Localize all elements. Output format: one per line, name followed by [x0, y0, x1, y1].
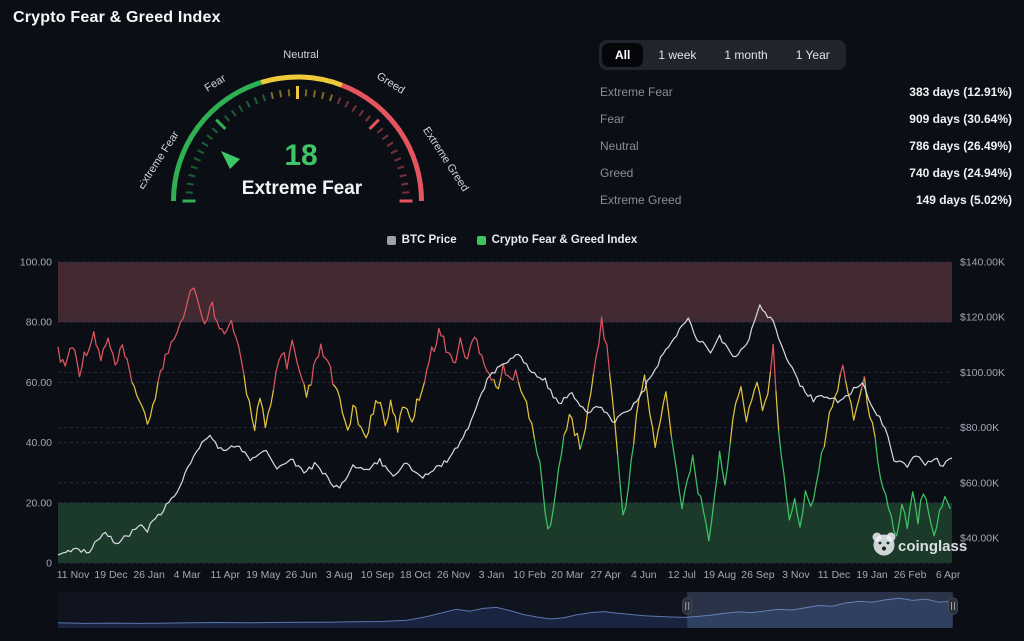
legend-marker-icon — [477, 236, 486, 245]
x-axis-tick: 6 Apr — [936, 569, 961, 581]
coinglass-watermark: coinglass — [898, 538, 967, 555]
extreme-greed-zone — [58, 262, 952, 322]
x-axis-tick: 3 Nov — [782, 569, 810, 581]
navigator-selection[interactable] — [687, 592, 953, 628]
stat-row-greed: Greed 740 days (24.94%) — [600, 159, 1012, 186]
x-axis-tick: 20 Mar — [551, 569, 584, 581]
legend-label: Crypto Fear & Greed Index — [492, 234, 638, 246]
extreme-fear-zone — [58, 503, 952, 563]
stats-list: Extreme Fear 383 days (12.91%) Fear 909 … — [600, 78, 1012, 213]
legend-item-btc-price[interactable]: BTC Price — [387, 234, 457, 246]
tab-1-month[interactable]: 1 month — [711, 43, 780, 67]
right-axis-tick: $120.00K — [960, 312, 1005, 324]
right-axis-tick: $60.00K — [960, 477, 999, 489]
stat-value: 786 days (26.49%) — [909, 139, 1012, 153]
x-axis-tick: 26 Sep — [741, 569, 774, 581]
fng-line-mid — [132, 372, 875, 455]
left-axis-tick: 80.00 — [26, 317, 52, 329]
fear-greed-gauge: Extreme Fear Fear Neutral Greed Extreme … — [140, 40, 470, 220]
x-axis-tick: 19 May — [246, 569, 281, 581]
stat-value: 149 days (5.02%) — [916, 193, 1012, 207]
x-axis-tick: 4 Jun — [631, 569, 657, 581]
x-axis-tick: 27 Apr — [591, 569, 622, 581]
right-axis-tick: $80.00K — [960, 422, 999, 434]
x-axis-tick: 4 Mar — [174, 569, 201, 581]
left-axis-tick: 60.00 — [26, 377, 52, 389]
tab-1-week[interactable]: 1 week — [645, 43, 709, 67]
stat-row-fear: Fear 909 days (30.64%) — [600, 105, 1012, 132]
stat-label: Greed — [600, 166, 633, 180]
stat-value: 383 days (12.91%) — [909, 85, 1012, 99]
x-axis-tick: 18 Oct — [400, 569, 431, 581]
stat-row-extreme-fear: Extreme Fear 383 days (12.91%) — [600, 78, 1012, 105]
logo-eye — [887, 542, 890, 545]
legend-item-fear-greed[interactable]: Crypto Fear & Greed Index — [477, 234, 638, 246]
page-title: Crypto Fear & Greed Index — [13, 9, 221, 27]
gauge-label-fear: Fear — [203, 72, 229, 94]
tab-1-year[interactable]: 1 Year — [783, 43, 843, 67]
left-axis-tick: 100.00 — [20, 257, 52, 269]
stat-row-neutral: Neutral 786 days (26.49%) — [600, 132, 1012, 159]
x-axis-tick: 11 Dec — [818, 569, 851, 581]
right-axis-tick: $140.00K — [960, 257, 1005, 269]
stat-label: Neutral — [600, 139, 639, 153]
navigator-handle[interactable] — [683, 598, 692, 614]
chart-legend: BTC Price Crypto Fear & Greed Index — [0, 234, 1024, 246]
logo-nose — [882, 547, 886, 551]
gauge-label-neutral: Neutral — [283, 49, 318, 61]
legend-label: BTC Price — [402, 234, 457, 246]
x-axis-tick: 26 Nov — [437, 569, 471, 581]
x-axis-tick: 26 Jun — [286, 569, 318, 581]
fng-btc-chart[interactable]: 100.00 80.00 60.00 40.00 20.00 0 $140.00K $120.… — [0, 250, 1024, 641]
x-axis-tick: 3 Aug — [326, 569, 353, 581]
navigator-handle[interactable] — [949, 598, 958, 614]
right-axis-tick: $100.00K — [960, 367, 1005, 379]
x-axis-tick: 10 Sep — [361, 569, 394, 581]
x-axis-tick: 19 Jan — [856, 569, 888, 581]
gauge-status: Extreme Fear — [242, 178, 363, 199]
gauge-label-extreme-greed: Extreme Greed — [420, 125, 470, 194]
stat-value: 740 days (24.94%) — [909, 166, 1012, 180]
gauge-arc-neutral-segment — [261, 77, 342, 85]
tab-all[interactable]: All — [602, 43, 643, 67]
coinglass-logo-icon — [874, 535, 895, 556]
legend-marker-icon — [387, 236, 396, 245]
x-axis-tick: 12 Jul — [668, 569, 696, 581]
x-axis-tick: 26 Jan — [133, 569, 165, 581]
left-axis-tick: 20.00 — [26, 497, 52, 509]
stat-value: 909 days (30.64%) — [909, 112, 1012, 126]
x-axis-tick: 19 Dec — [94, 569, 127, 581]
x-axis-tick: 19 Aug — [703, 569, 736, 581]
x-axis-tick: 3 Jan — [479, 569, 505, 581]
logo-eye — [879, 542, 882, 545]
stat-label: Extreme Greed — [600, 193, 681, 207]
gauge-needle — [221, 151, 240, 169]
x-axis-tick: 11 Nov — [57, 569, 90, 581]
left-axis-tick: 0 — [46, 558, 52, 570]
stat-label: Extreme Fear — [600, 85, 673, 99]
stat-label: Fear — [600, 112, 625, 126]
x-axis-tick: 10 Feb — [513, 569, 546, 581]
range-tabs: All 1 week 1 month 1 Year — [599, 40, 846, 70]
gauge-value: 18 — [284, 139, 317, 172]
x-axis-tick: 26 Feb — [894, 569, 927, 581]
gauge-label-greed: Greed — [374, 70, 406, 96]
x-axis-tick: 11 Apr — [210, 569, 240, 581]
left-axis-tick: 40.00 — [26, 437, 52, 449]
stat-row-extreme-greed: Extreme Greed 149 days (5.02%) — [600, 186, 1012, 213]
